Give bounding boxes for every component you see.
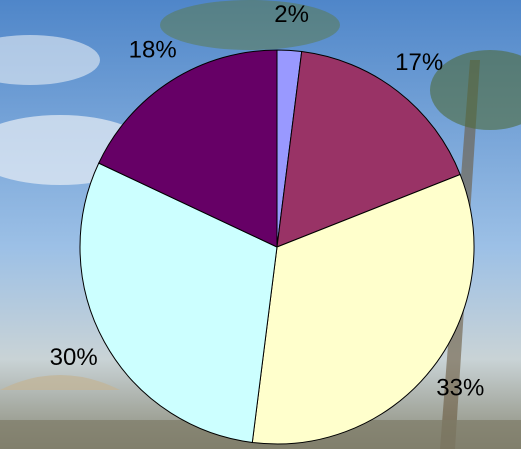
palm-leaves <box>430 50 521 130</box>
umbrella <box>0 375 120 390</box>
slice-label: 18% <box>129 36 177 63</box>
slice-label: 30% <box>50 344 98 371</box>
cloud <box>0 35 100 85</box>
pie-slice <box>276 50 461 248</box>
pie-slice <box>251 173 475 445</box>
palm-leaves <box>160 0 340 50</box>
pie-slice <box>79 162 278 444</box>
pie <box>79 49 475 445</box>
pie-slice <box>98 49 278 248</box>
slice-label: 33% <box>436 375 484 402</box>
slice-label: 2% <box>274 1 309 28</box>
slice-label: 17% <box>395 49 443 76</box>
